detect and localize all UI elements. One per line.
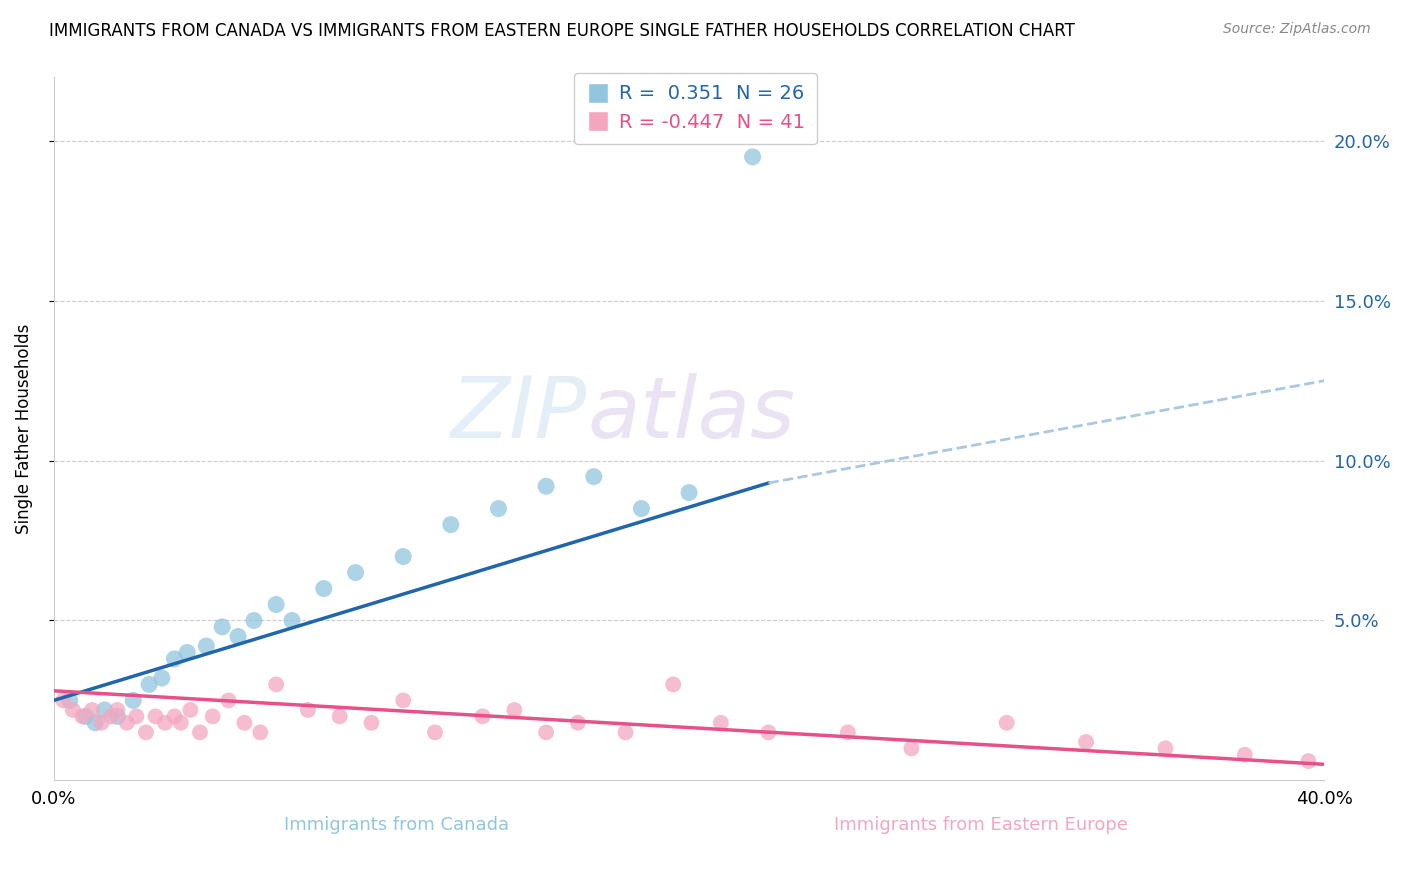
- Point: [125, 709, 148, 723]
- Point: [93, 703, 115, 717]
- Point: [179, 703, 201, 717]
- Point: [100, 709, 122, 723]
- Point: [471, 709, 494, 723]
- Point: [80, 703, 103, 717]
- Point: [145, 709, 167, 723]
- Point: [170, 715, 193, 730]
- Point: [226, 630, 249, 644]
- Point: [630, 501, 652, 516]
- Point: [90, 715, 112, 730]
- Legend: R =  0.351  N = 26, R = -0.447  N = 41: R = 0.351 N = 26, R = -0.447 N = 41: [574, 72, 817, 144]
- Point: [741, 150, 763, 164]
- Point: [105, 709, 128, 723]
- Point: [135, 725, 157, 739]
- Point: [344, 566, 367, 580]
- Point: [567, 715, 589, 730]
- Point: [900, 741, 922, 756]
- Point: [758, 725, 780, 739]
- Point: [312, 582, 335, 596]
- Text: atlas: atlas: [588, 373, 796, 456]
- Point: [72, 709, 94, 723]
- Point: [122, 693, 145, 707]
- Point: [440, 517, 463, 532]
- Point: [59, 693, 82, 707]
- Point: [281, 614, 304, 628]
- Point: [1074, 735, 1097, 749]
- Point: [105, 703, 128, 717]
- Text: ZIP: ZIP: [451, 373, 588, 456]
- Point: [503, 703, 526, 717]
- Y-axis label: Single Father Households: Single Father Households: [15, 324, 32, 533]
- Point: [249, 725, 271, 739]
- Point: [218, 693, 240, 707]
- Point: [1298, 754, 1320, 768]
- Point: [84, 715, 107, 730]
- Point: [1154, 741, 1177, 756]
- Point: [188, 725, 211, 739]
- Point: [195, 639, 218, 653]
- Point: [163, 709, 186, 723]
- Point: [264, 598, 287, 612]
- Point: [150, 671, 173, 685]
- Point: [211, 620, 233, 634]
- Point: [995, 715, 1018, 730]
- Point: [662, 677, 685, 691]
- Text: IMMIGRANTS FROM CANADA VS IMMIGRANTS FROM EASTERN EUROPE SINGLE FATHER HOUSEHOLD: IMMIGRANTS FROM CANADA VS IMMIGRANTS FRO…: [49, 22, 1076, 40]
- Point: [488, 501, 510, 516]
- Point: [1233, 747, 1256, 762]
- Point: [582, 469, 605, 483]
- Point: [264, 677, 287, 691]
- Point: [176, 645, 198, 659]
- Point: [392, 549, 415, 564]
- Point: [837, 725, 859, 739]
- Point: [678, 485, 700, 500]
- Point: [534, 479, 557, 493]
- Point: [75, 709, 97, 723]
- Point: [534, 725, 557, 739]
- Point: [329, 709, 352, 723]
- Point: [115, 715, 138, 730]
- Point: [163, 652, 186, 666]
- Point: [614, 725, 637, 739]
- Point: [62, 703, 84, 717]
- Point: [201, 709, 224, 723]
- Point: [710, 715, 733, 730]
- Point: [153, 715, 176, 730]
- Point: [138, 677, 160, 691]
- Text: Immigrants from Eastern Europe: Immigrants from Eastern Europe: [834, 815, 1128, 833]
- Text: Source: ZipAtlas.com: Source: ZipAtlas.com: [1223, 22, 1371, 37]
- Point: [360, 715, 382, 730]
- Point: [52, 693, 75, 707]
- Point: [243, 614, 266, 628]
- Point: [297, 703, 319, 717]
- Point: [392, 693, 415, 707]
- Text: Immigrants from Canada: Immigrants from Canada: [284, 815, 509, 833]
- Point: [423, 725, 446, 739]
- Point: [233, 715, 256, 730]
